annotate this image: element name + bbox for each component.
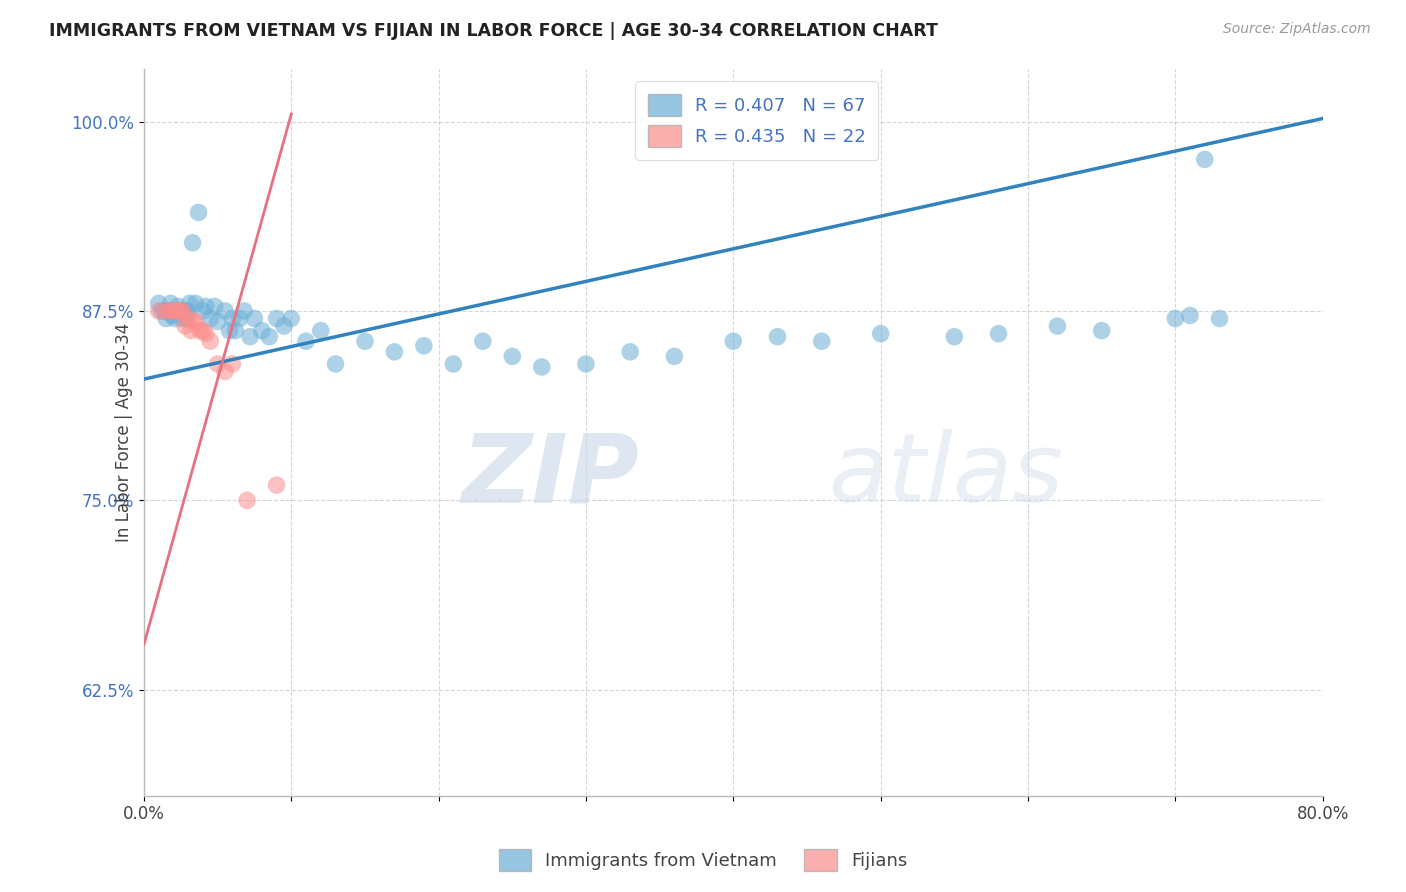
Point bbox=[162, 304, 184, 318]
Point bbox=[165, 304, 187, 318]
Legend: Immigrants from Vietnam, Fijians: Immigrants from Vietnam, Fijians bbox=[491, 842, 915, 879]
Point bbox=[177, 304, 200, 318]
Point bbox=[412, 339, 434, 353]
Point bbox=[160, 309, 183, 323]
Point bbox=[159, 304, 181, 318]
Point bbox=[159, 304, 181, 318]
Point bbox=[170, 304, 193, 318]
Point bbox=[501, 350, 523, 364]
Point bbox=[1208, 311, 1230, 326]
Point bbox=[1046, 319, 1069, 334]
Text: Source: ZipAtlas.com: Source: ZipAtlas.com bbox=[1223, 22, 1371, 37]
Point bbox=[309, 324, 332, 338]
Point bbox=[200, 311, 222, 326]
Point bbox=[1178, 309, 1201, 323]
Text: ZIP: ZIP bbox=[461, 429, 638, 523]
Point bbox=[177, 311, 200, 326]
Point bbox=[155, 304, 177, 318]
Point bbox=[166, 304, 188, 318]
Point bbox=[170, 304, 193, 318]
Point bbox=[1194, 153, 1216, 167]
Point bbox=[187, 205, 209, 219]
Point bbox=[239, 329, 262, 343]
Point bbox=[441, 357, 464, 371]
Point bbox=[243, 311, 266, 326]
Point bbox=[266, 311, 288, 326]
Point bbox=[155, 311, 177, 326]
Point bbox=[207, 357, 229, 371]
Point bbox=[1164, 311, 1187, 326]
Point bbox=[214, 304, 236, 318]
Point bbox=[295, 334, 318, 349]
Point bbox=[218, 324, 240, 338]
Point bbox=[204, 299, 226, 313]
Point bbox=[530, 359, 553, 374]
Text: atlas: atlas bbox=[828, 429, 1063, 523]
Point bbox=[200, 334, 222, 349]
Point bbox=[159, 296, 181, 310]
Point bbox=[221, 357, 243, 371]
Point bbox=[194, 299, 217, 313]
Point bbox=[169, 304, 191, 318]
Point bbox=[181, 314, 204, 328]
Point bbox=[384, 344, 406, 359]
Point bbox=[153, 304, 176, 318]
Point bbox=[810, 334, 832, 349]
Point bbox=[869, 326, 891, 341]
Point bbox=[148, 296, 170, 310]
Point bbox=[354, 334, 377, 349]
Point bbox=[181, 235, 204, 250]
Point bbox=[664, 350, 686, 364]
Point bbox=[162, 304, 184, 318]
Point bbox=[191, 304, 214, 318]
Point bbox=[166, 299, 188, 313]
Point bbox=[156, 304, 179, 318]
Point bbox=[184, 296, 207, 310]
Point bbox=[172, 311, 194, 326]
Point bbox=[325, 357, 347, 371]
Point bbox=[165, 304, 187, 318]
Y-axis label: In Labor Force | Age 30-34: In Labor Force | Age 30-34 bbox=[115, 323, 132, 541]
Point bbox=[233, 304, 256, 318]
Point bbox=[250, 324, 273, 338]
Point bbox=[180, 324, 202, 338]
Point bbox=[471, 334, 494, 349]
Point bbox=[191, 324, 214, 338]
Point bbox=[150, 304, 173, 318]
Point bbox=[229, 311, 252, 326]
Point bbox=[157, 304, 180, 318]
Point bbox=[273, 319, 295, 334]
Point bbox=[174, 304, 197, 318]
Text: IMMIGRANTS FROM VIETNAM VS FIJIAN IN LABOR FORCE | AGE 30-34 CORRELATION CHART: IMMIGRANTS FROM VIETNAM VS FIJIAN IN LAB… bbox=[49, 22, 938, 40]
Point bbox=[943, 329, 966, 343]
Point bbox=[766, 329, 789, 343]
Point bbox=[257, 329, 280, 343]
Point bbox=[280, 311, 302, 326]
Point bbox=[148, 304, 170, 318]
Point bbox=[163, 311, 186, 326]
Point bbox=[188, 324, 211, 338]
Point bbox=[184, 314, 207, 328]
Point bbox=[207, 314, 229, 328]
Point bbox=[174, 319, 197, 334]
Point bbox=[266, 478, 288, 492]
Point bbox=[172, 304, 194, 318]
Point bbox=[179, 296, 201, 310]
Point bbox=[619, 344, 641, 359]
Point bbox=[575, 357, 598, 371]
Point bbox=[236, 493, 259, 508]
Point bbox=[723, 334, 745, 349]
Point bbox=[221, 311, 243, 326]
Point bbox=[214, 365, 236, 379]
Point bbox=[173, 304, 195, 318]
Point bbox=[987, 326, 1010, 341]
Point bbox=[176, 311, 198, 326]
Legend: R = 0.407   N = 67, R = 0.435   N = 22: R = 0.407 N = 67, R = 0.435 N = 22 bbox=[636, 81, 879, 160]
Point bbox=[1091, 324, 1114, 338]
Point bbox=[194, 326, 217, 341]
Point bbox=[224, 324, 246, 338]
